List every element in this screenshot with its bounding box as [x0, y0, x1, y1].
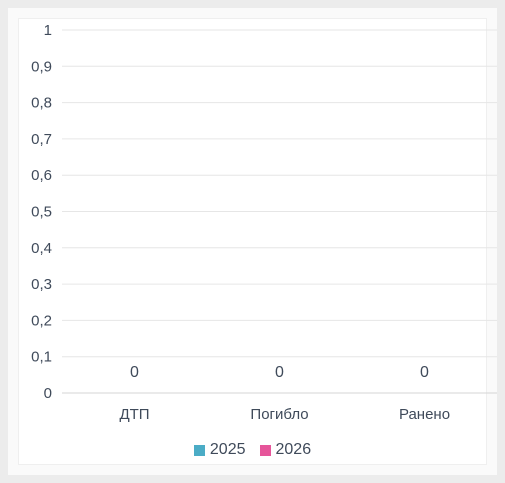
- x-tick-label: ДТП: [119, 406, 149, 423]
- data-label: 0: [130, 364, 139, 381]
- legend-item-2026: 2026: [259, 441, 312, 459]
- y-tick-label: 0,2: [31, 312, 52, 329]
- x-tick-label: Погибло: [250, 406, 308, 423]
- chart-area: [18, 18, 487, 465]
- legend-swatch-2026: [259, 444, 271, 456]
- y-tick-label: 0,3: [31, 276, 52, 293]
- y-tick-label: 0: [44, 385, 52, 402]
- legend-item-2025: 2025: [193, 441, 246, 459]
- data-label: 0: [275, 364, 284, 381]
- y-tick-label: 0,6: [31, 167, 52, 184]
- x-tick-label: Ранено: [399, 406, 450, 423]
- y-tick-label: 1: [44, 22, 52, 39]
- y-tick-label: 0,9: [31, 58, 52, 75]
- legend-label-2025: 2025: [209, 441, 246, 458]
- legend-label-2026: 2026: [275, 441, 312, 458]
- legend-swatch-2025: [193, 444, 205, 456]
- data-label: 0: [420, 364, 429, 381]
- legend: 2025 2026: [0, 441, 505, 459]
- y-tick-label: 0,5: [31, 204, 52, 221]
- y-tick-label: 0,1: [31, 349, 52, 366]
- y-tick-label: 0,7: [31, 131, 52, 148]
- y-tick-label: 0,8: [31, 95, 52, 112]
- y-tick-label: 0,4: [31, 240, 52, 257]
